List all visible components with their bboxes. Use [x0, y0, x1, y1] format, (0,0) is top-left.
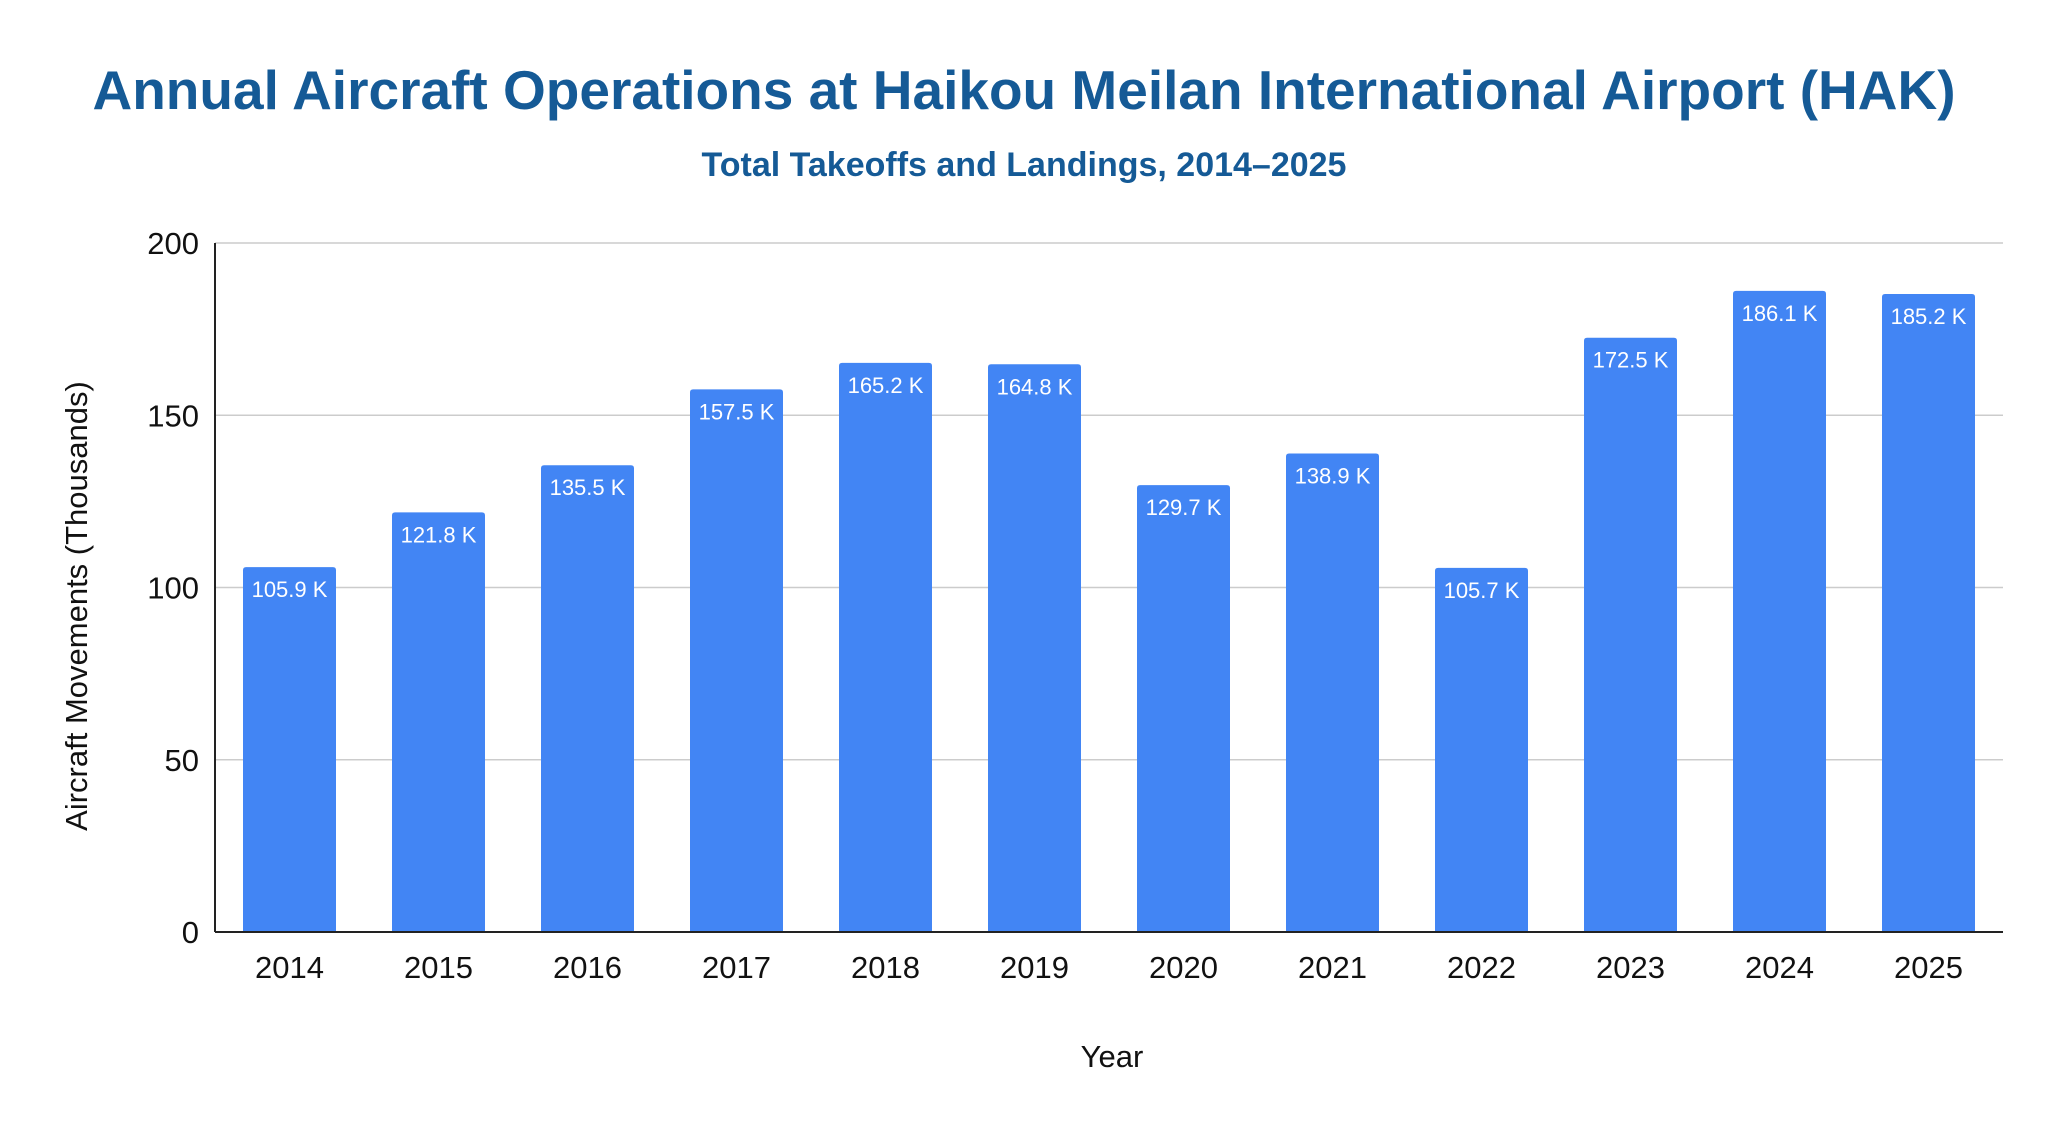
data-label-2016: 135.5 K — [550, 475, 626, 500]
x-tick-label-2017: 2017 — [702, 950, 771, 985]
y-tick-label: 50 — [165, 743, 199, 778]
x-tick-label-2018: 2018 — [851, 950, 920, 985]
chart-title: Annual Aircraft Operations at Haikou Mei… — [92, 59, 1956, 121]
bars — [243, 290, 1975, 933]
data-label-2018: 165.2 K — [848, 373, 924, 398]
x-tick-label-2015: 2015 — [404, 950, 473, 985]
x-tick-label-2024: 2024 — [1745, 950, 1814, 985]
bar-2022 — [1435, 567, 1528, 932]
y-tick-label: 0 — [182, 915, 199, 950]
x-tick-label-2020: 2020 — [1149, 950, 1218, 985]
x-tick-label-2021: 2021 — [1298, 950, 1367, 985]
x-axis-title: Year — [1081, 1039, 1144, 1074]
bar-2020 — [1137, 485, 1230, 932]
data-label-2024: 186.1 K — [1742, 301, 1818, 326]
chart-subtitle: Total Takeoffs and Landings, 2014–2025 — [701, 146, 1347, 184]
data-label-2015: 121.8 K — [401, 522, 477, 547]
data-label-2025: 185.2 K — [1891, 304, 1967, 329]
data-label-2021: 138.9 K — [1295, 463, 1371, 488]
y-tick-label: 200 — [147, 226, 199, 261]
bar-2015 — [392, 512, 485, 932]
bar-2019 — [988, 364, 1081, 932]
bar-2016 — [541, 465, 634, 932]
bar-2017 — [690, 389, 783, 933]
bar-2023 — [1584, 337, 1677, 932]
bar-2018 — [839, 362, 932, 932]
x-tick-label-2023: 2023 — [1596, 950, 1665, 985]
data-label-2019: 164.8 K — [997, 374, 1073, 399]
bar-2021 — [1286, 453, 1379, 932]
labels: 0 50 100 150 200 105.9 K 2014 121.8 K 2015 135.5 … — [147, 226, 1966, 985]
bar-2024 — [1733, 290, 1826, 932]
gridlines — [215, 242, 2003, 761]
x-tick-label-2019: 2019 — [1000, 950, 1069, 985]
data-label-2017: 157.5 K — [699, 399, 775, 424]
y-tick-label: 150 — [147, 398, 199, 433]
x-tick-label-2025: 2025 — [1894, 950, 1963, 985]
data-label-2023: 172.5 K — [1593, 348, 1669, 373]
x-tick-label-2014: 2014 — [255, 950, 324, 985]
axes — [214, 243, 2003, 933]
y-tick-label: 100 — [147, 571, 199, 606]
x-tick-label-2022: 2022 — [1447, 950, 1516, 985]
data-label-2020: 129.7 K — [1146, 495, 1222, 520]
y-axis-title: Aircraft Movements (Thousands) — [59, 381, 94, 831]
bar-2014 — [243, 567, 336, 932]
data-label-2022: 105.7 K — [1444, 578, 1520, 603]
data-label-2014: 105.9 K — [252, 577, 328, 602]
bar-2025 — [1882, 293, 1975, 933]
x-tick-label-2016: 2016 — [553, 950, 622, 985]
